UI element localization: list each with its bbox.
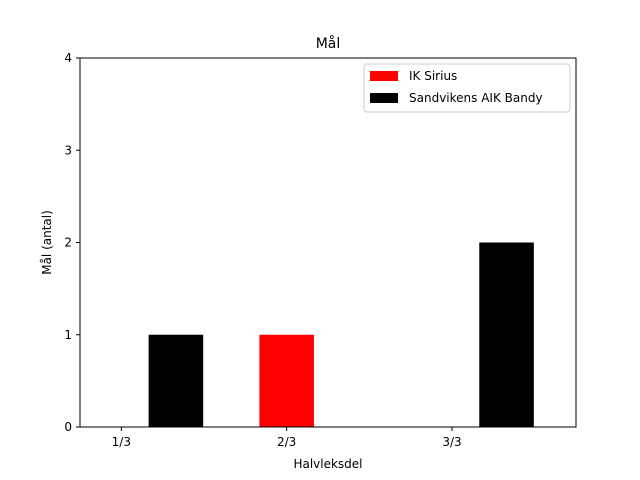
bar-sandvikens-aik-bandy-1: [148, 334, 204, 427]
legend-label: IK Sirius: [409, 69, 457, 83]
y-tick-label: 4: [64, 51, 72, 65]
legend-swatch: [370, 93, 398, 103]
legend-box: [363, 63, 571, 113]
bar-ik-sirius-2: [259, 334, 314, 427]
x-axis-label: Halvleksdel: [293, 457, 362, 471]
legend-swatch: [370, 71, 398, 81]
x-axis: 1/3 2/3 3/3: [112, 427, 462, 449]
x-tick-label: 2/3: [277, 435, 296, 449]
plot-frame: [79, 57, 577, 428]
chart-title: Mål: [316, 35, 341, 52]
bar-sandvikens-aik-bandy-3: [479, 242, 534, 427]
bars-group: [148, 242, 534, 427]
y-tick-label: 1: [64, 328, 72, 342]
x-tick-label: 1/3: [112, 435, 131, 449]
legend-label: Sandvikens AIK Bandy: [409, 91, 543, 105]
legend: IK Sirius Sandvikens AIK Bandy: [363, 63, 571, 113]
y-tick-label: 0: [64, 420, 72, 434]
y-tick-label: 2: [64, 236, 72, 250]
y-axis: 0 1 2 3 4: [64, 51, 80, 434]
y-axis-label: Mål (antal): [40, 210, 54, 275]
x-tick-label: 3/3: [442, 435, 461, 449]
y-tick-label: 3: [64, 143, 72, 157]
